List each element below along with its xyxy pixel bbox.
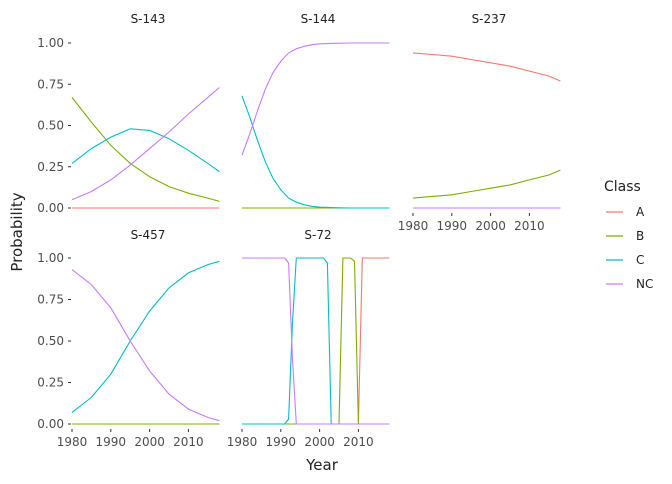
series-line-a — [242, 257, 390, 425]
legend-label-c: C — [636, 253, 644, 267]
y-tick-label: 0.25 — [37, 160, 64, 174]
x-tick-label: 2000 — [475, 219, 506, 233]
x-tick-label: 2010 — [173, 435, 204, 449]
x-tick-label: 2010 — [514, 219, 545, 233]
panel-title: S-457 — [131, 228, 166, 242]
y-tick-label: 0.75 — [37, 293, 64, 307]
x-tick-label: 1980 — [57, 435, 88, 449]
x-tick-label: 1980 — [227, 435, 258, 449]
y-tick-label: 0.00 — [37, 417, 64, 431]
series-line-nc — [241, 42, 390, 156]
legend-title: Class — [604, 179, 641, 195]
series-line-a — [412, 52, 561, 82]
panel-title: S-144 — [301, 12, 336, 26]
series-line-c — [71, 128, 220, 173]
x-tick-label: 2000 — [304, 435, 335, 449]
series-line-nc — [71, 269, 220, 422]
y-tick-label: 0.25 — [37, 376, 64, 390]
y-tick-label: 0.00 — [37, 201, 64, 215]
y-tick-label: 0.50 — [37, 334, 64, 348]
x-tick-label: 1980 — [398, 219, 429, 233]
x-tick-label: 1990 — [266, 435, 297, 449]
y-tick-label: 0.75 — [37, 77, 64, 91]
series-line-nc — [242, 257, 390, 425]
series-line-c — [71, 260, 220, 413]
x-axis-title: Year — [305, 456, 339, 474]
legend-label-nc: NC — [636, 277, 653, 291]
series-line-c — [241, 95, 390, 209]
x-tick-label: 1990 — [437, 219, 468, 233]
x-tick-label: 1990 — [96, 435, 127, 449]
y-tick-label: 1.00 — [37, 36, 64, 50]
legend-label-b: B — [636, 229, 644, 243]
series-line-c — [242, 257, 390, 425]
series-line-nc — [71, 87, 220, 201]
y-tick-label: 0.50 — [37, 119, 64, 133]
y-axis-title: Probability — [8, 192, 26, 271]
y-tick-label: 1.00 — [37, 251, 64, 265]
panel-title: S-143 — [131, 12, 166, 26]
series-line-b — [71, 97, 220, 202]
series-line-b — [242, 257, 390, 425]
panel-title: S-72 — [304, 228, 331, 242]
legend-label-a: A — [636, 205, 645, 219]
series-line-b — [412, 169, 561, 199]
x-tick-label: 2000 — [134, 435, 165, 449]
panel-title: S-237 — [472, 12, 507, 26]
x-tick-label: 2010 — [343, 435, 374, 449]
